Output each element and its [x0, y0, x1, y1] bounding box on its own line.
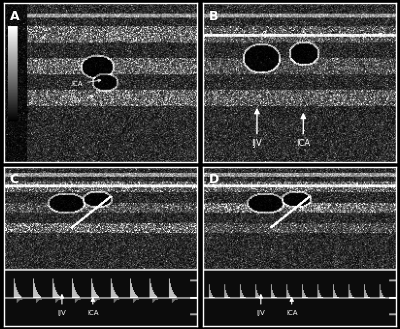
Text: ICA: ICA — [286, 298, 298, 316]
Text: IJV: IJV — [256, 295, 265, 316]
Text: IJV: IJV — [252, 109, 262, 148]
Text: ICA: ICA — [72, 79, 101, 87]
Text: C: C — [10, 173, 19, 186]
Text: ICA: ICA — [87, 298, 98, 316]
Text: ICA: ICA — [296, 114, 310, 148]
Text: B: B — [209, 10, 218, 23]
Text: D: D — [209, 173, 219, 186]
Text: IJV: IJV — [73, 95, 93, 103]
Text: IJV: IJV — [58, 295, 66, 316]
Text: A: A — [10, 10, 20, 23]
